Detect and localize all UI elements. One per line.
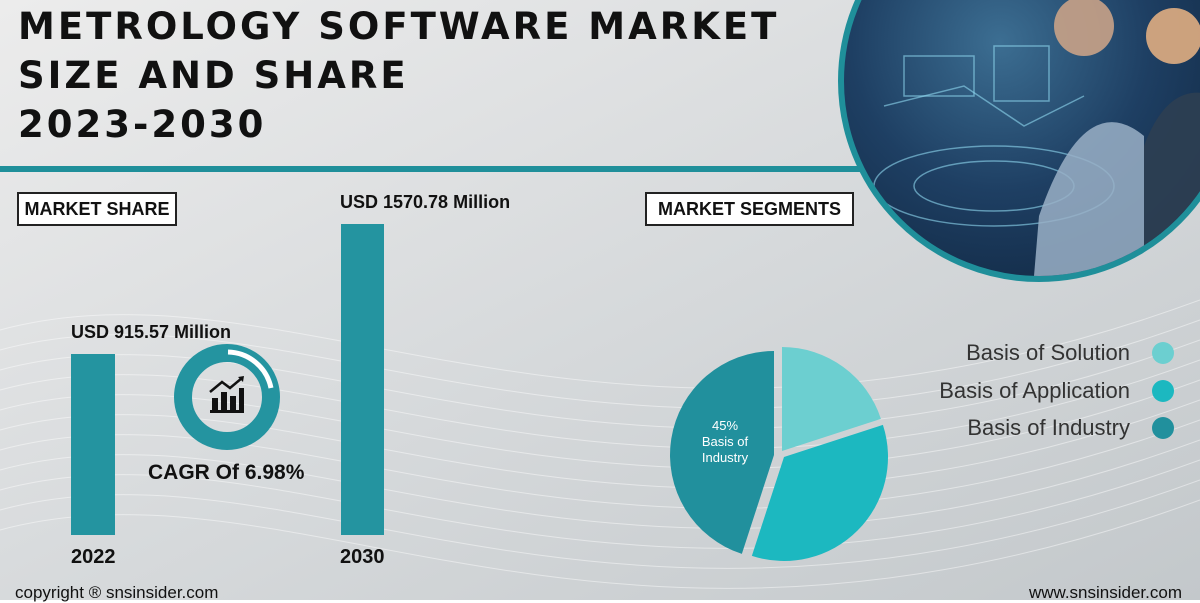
legend-swatch-application (1152, 380, 1174, 402)
legend-label-application: Basis of Application (939, 378, 1130, 403)
legend-label-industry: Basis of Industry (967, 415, 1130, 440)
page-title: METROLOGY SOFTWARE MARKET SIZE AND SHARE… (18, 2, 779, 149)
legend-item-solution: Basis of Solution (966, 338, 1174, 368)
bar-value-label-2030: USD 1570.78 Million (340, 192, 511, 212)
legend-swatch-solution (1152, 342, 1174, 364)
legend-swatch-industry (1152, 417, 1174, 439)
copyright-text: copyright ® snsinsider.com (15, 583, 219, 602)
pie-annotation: 45% Basis of Industry (683, 418, 767, 466)
title-line-1: METROLOGY SOFTWARE MARKET (18, 5, 780, 48)
pie-slice-industry (670, 351, 774, 554)
category-label-2030: 2030 (340, 546, 385, 568)
pie-slice-solution (782, 347, 881, 451)
legend-item-application: Basis of Application (939, 376, 1174, 406)
cagr-label: CAGR Of 6.98% (148, 461, 305, 484)
legend-item-industry: Basis of Industry (967, 413, 1174, 443)
cagr-ring (174, 344, 280, 450)
bar-value-label-2022: USD 915.57 Million (71, 322, 232, 342)
category-label-2022: 2022 (71, 546, 116, 568)
pie-annotation-value: 45% (711, 418, 739, 433)
market-segments-label: MARKET SEGMENTS (645, 192, 854, 226)
title-divider (0, 166, 900, 172)
pie-annotation-text: Basis of Industry (701, 434, 749, 465)
bar-2022 (71, 354, 115, 535)
market-share-label: MARKET SHARE (17, 192, 177, 226)
bar-2030 (341, 224, 384, 535)
title-line-2: SIZE AND SHARE (18, 54, 409, 97)
title-line-3: 2023-2030 (18, 103, 267, 146)
website-link[interactable]: www.snsinsider.com (1028, 583, 1182, 602)
segments-pie-chart (670, 347, 888, 561)
rising-chart-icon (209, 376, 244, 413)
pie-slice-application (751, 424, 888, 561)
legend-label-solution: Basis of Solution (966, 340, 1130, 365)
